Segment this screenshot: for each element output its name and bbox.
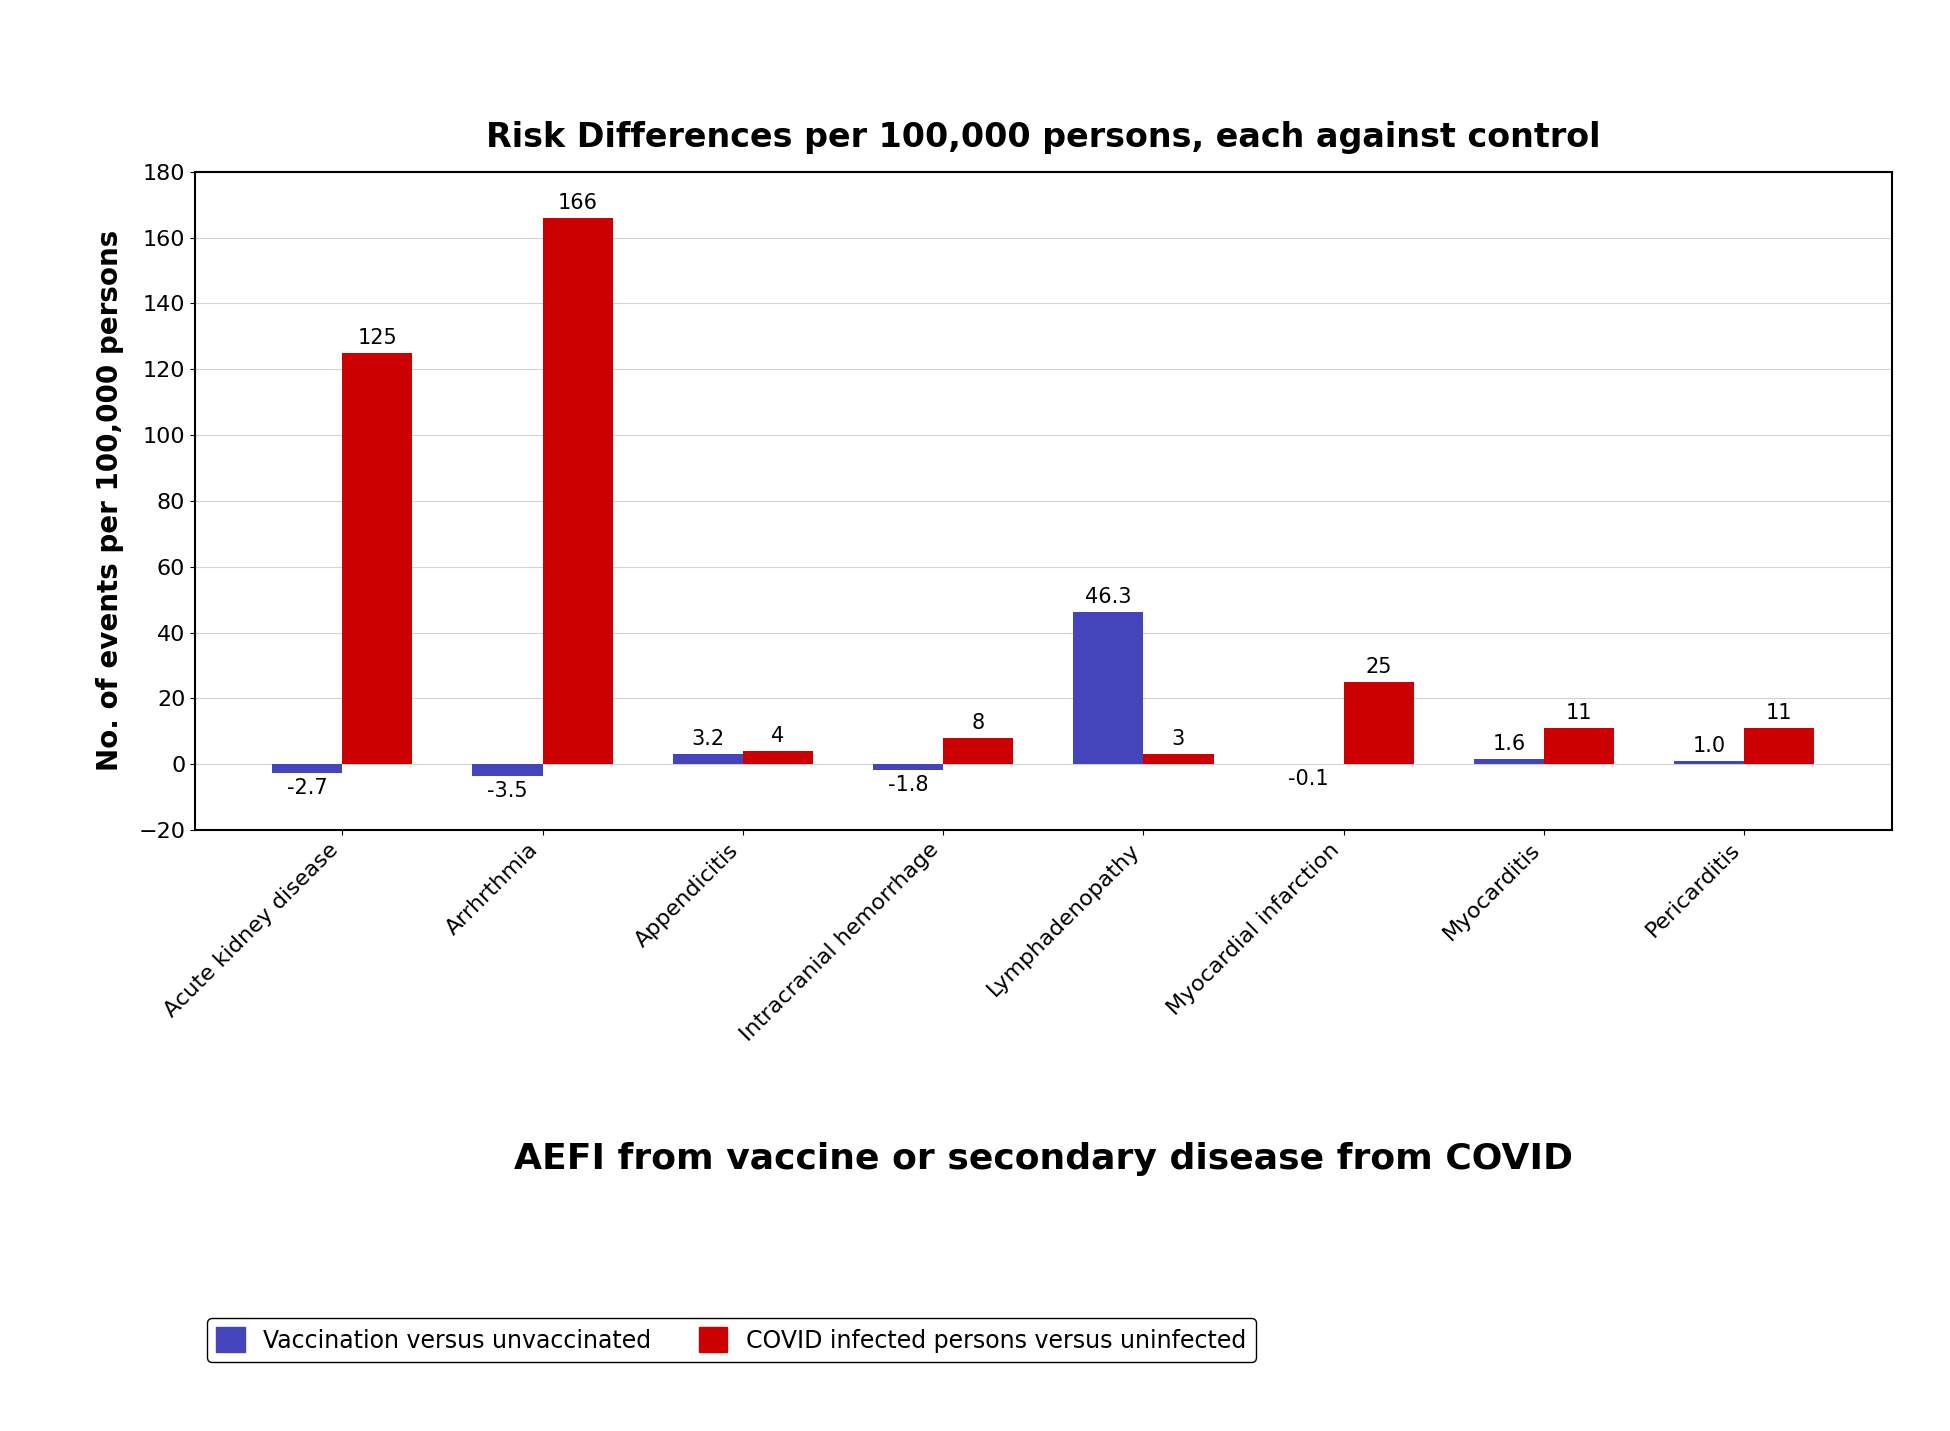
Bar — [1544, 728, 1615, 764]
Text: 11: 11 — [1566, 703, 1593, 723]
Text: 4: 4 — [772, 726, 784, 746]
Bar — [1072, 612, 1143, 764]
Bar — [1344, 683, 1414, 764]
Text: 3: 3 — [1172, 730, 1186, 750]
Text: -0.1: -0.1 — [1289, 770, 1330, 790]
Bar — [1474, 758, 1544, 764]
Bar — [673, 754, 743, 764]
Legend: Vaccination versus unvaccinated, COVID infected persons versus uninfected: Vaccination versus unvaccinated, COVID i… — [207, 1318, 1256, 1362]
Text: 46.3: 46.3 — [1084, 587, 1131, 607]
Bar — [1143, 754, 1213, 764]
Bar — [874, 764, 944, 770]
Bar — [1675, 761, 1745, 764]
Title: Risk Differences per 100,000 persons, each against control: Risk Differences per 100,000 persons, ea… — [486, 120, 1601, 153]
Text: 11: 11 — [1767, 703, 1792, 723]
Bar — [743, 751, 813, 764]
Text: -1.8: -1.8 — [887, 776, 928, 796]
Text: 1.0: 1.0 — [1693, 736, 1726, 756]
Text: -3.5: -3.5 — [488, 781, 528, 800]
Text: 166: 166 — [558, 193, 597, 213]
Y-axis label: No. of events per 100,000 persons: No. of events per 100,000 persons — [96, 230, 125, 771]
Text: 3.2: 3.2 — [690, 728, 723, 748]
Text: 125: 125 — [357, 328, 398, 348]
Bar — [944, 738, 1014, 764]
Bar — [472, 764, 542, 776]
Text: 25: 25 — [1365, 657, 1392, 677]
Text: 8: 8 — [971, 713, 985, 733]
Text: -2.7: -2.7 — [287, 778, 328, 798]
Bar — [273, 764, 341, 773]
Text: AEFI from vaccine or secondary disease from COVID: AEFI from vaccine or secondary disease f… — [513, 1142, 1574, 1176]
Bar — [341, 353, 411, 764]
Text: 1.6: 1.6 — [1492, 734, 1525, 754]
Bar — [1745, 728, 1814, 764]
Bar — [542, 218, 612, 764]
